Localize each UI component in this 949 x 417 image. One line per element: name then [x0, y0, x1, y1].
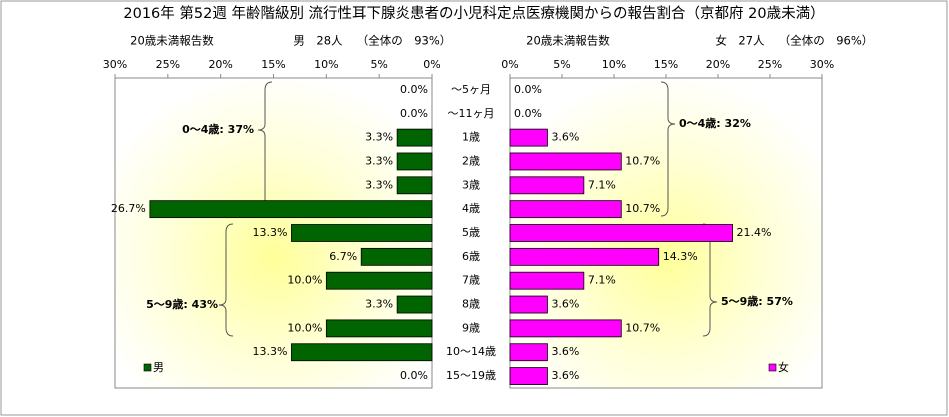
value-label: 0.0%	[514, 107, 542, 120]
x-tick-label: 5%	[553, 58, 570, 71]
bar	[509, 319, 622, 338]
value-label: 26.7%	[111, 202, 146, 215]
category-label: 6歳	[462, 250, 480, 263]
value-label: 0.0%	[514, 83, 542, 96]
x-tick-label: 15%	[261, 58, 285, 71]
category-label: 7歳	[462, 274, 480, 287]
legend-swatch	[143, 363, 152, 372]
x-tick-label: 20%	[706, 58, 730, 71]
category-label: 3歳	[462, 178, 480, 191]
annotation: 5～9歳: 43%	[146, 297, 218, 311]
category-label: 15～19歳	[446, 369, 496, 382]
bar	[509, 367, 548, 385]
bar	[509, 271, 585, 290]
x-tick-label: 25%	[156, 58, 180, 71]
bar	[291, 343, 433, 362]
value-label: 13.3%	[253, 226, 288, 239]
value-label: 13.3%	[253, 345, 288, 358]
value-label: 14.3%	[663, 250, 698, 263]
bar	[325, 319, 433, 338]
category-label: ～11ヶ月	[448, 107, 495, 120]
value-label: 0.0%	[400, 369, 428, 382]
value-label: 6.7%	[329, 250, 357, 263]
x-tick-label: 10%	[314, 58, 338, 71]
bar	[396, 176, 433, 195]
value-label: 21.4%	[737, 226, 772, 239]
value-label: 10.7%	[625, 321, 660, 334]
bar	[509, 200, 622, 219]
value-label: 10.7%	[625, 202, 660, 215]
x-tick-label: 0%	[423, 58, 440, 71]
bracket	[660, 81, 676, 217]
bar	[509, 128, 548, 147]
x-tick-label: 5%	[370, 58, 387, 71]
value-label: 3.6%	[551, 369, 579, 382]
bar	[291, 224, 433, 242]
annotation: 5～9歳: 57%	[721, 294, 793, 308]
bar	[509, 343, 548, 362]
value-label: 3.3%	[365, 178, 393, 191]
bar	[509, 295, 548, 314]
bar	[509, 152, 622, 171]
x-tick-label: 15%	[654, 58, 678, 71]
annotation: 0～4歳: 32%	[679, 116, 751, 130]
bracket	[218, 223, 234, 337]
value-label: 3.3%	[365, 154, 393, 167]
legend-label: 女	[778, 360, 789, 374]
annotation: 0～4歳: 37%	[182, 122, 254, 136]
bar	[509, 224, 733, 242]
category-label: 1歳	[462, 131, 480, 144]
bar	[509, 247, 660, 266]
chart-title: 2016年 第52週 年齢階級別 流行性耳下腺炎患者の小児科定点医療機関からの報…	[123, 4, 824, 22]
x-tick-label: 25%	[758, 58, 782, 71]
value-label: 10.7%	[625, 154, 660, 167]
x-tick-label: 30%	[810, 58, 834, 71]
header: 20歳未満報告数	[130, 34, 214, 48]
category-label: 2歳	[462, 154, 480, 167]
category-label: 5歳	[462, 226, 480, 239]
bar	[325, 271, 433, 290]
value-label: 0.0%	[400, 83, 428, 96]
legend-swatch	[768, 363, 777, 372]
x-tick-label: 0%	[501, 58, 518, 71]
bar	[149, 200, 433, 219]
value-label: 3.3%	[365, 131, 393, 144]
category-label: ～5ヶ月	[451, 83, 491, 96]
bar	[396, 152, 433, 171]
value-label: 10.0%	[287, 274, 322, 287]
x-tick-label: 30%	[103, 58, 127, 71]
bar	[509, 176, 585, 195]
x-tick-label: 20%	[208, 58, 232, 71]
value-label: 7.1%	[588, 178, 616, 191]
value-label: 3.6%	[551, 131, 579, 144]
value-label: 0.0%	[400, 107, 428, 120]
header: （全体の 96%）	[779, 34, 874, 48]
value-label: 3.6%	[551, 298, 579, 311]
value-label: 7.1%	[588, 274, 616, 287]
category-label: 8歳	[462, 298, 480, 311]
bar	[396, 128, 433, 147]
header: （全体の 93%）	[357, 34, 452, 48]
header: 女 27人	[715, 34, 765, 48]
legend-label: 男	[153, 361, 164, 374]
bar	[396, 295, 433, 314]
bar	[360, 247, 433, 266]
category-label: 4歳	[462, 202, 480, 215]
value-label: 3.3%	[365, 298, 393, 311]
x-tick-label: 10%	[602, 58, 626, 71]
value-label: 10.0%	[287, 321, 322, 334]
value-label: 3.6%	[551, 345, 579, 358]
header: 男 28人	[293, 34, 343, 48]
category-label: 9歳	[462, 321, 480, 334]
category-label: 10～14歳	[446, 345, 496, 358]
header: 20歳未満報告数	[526, 34, 610, 48]
